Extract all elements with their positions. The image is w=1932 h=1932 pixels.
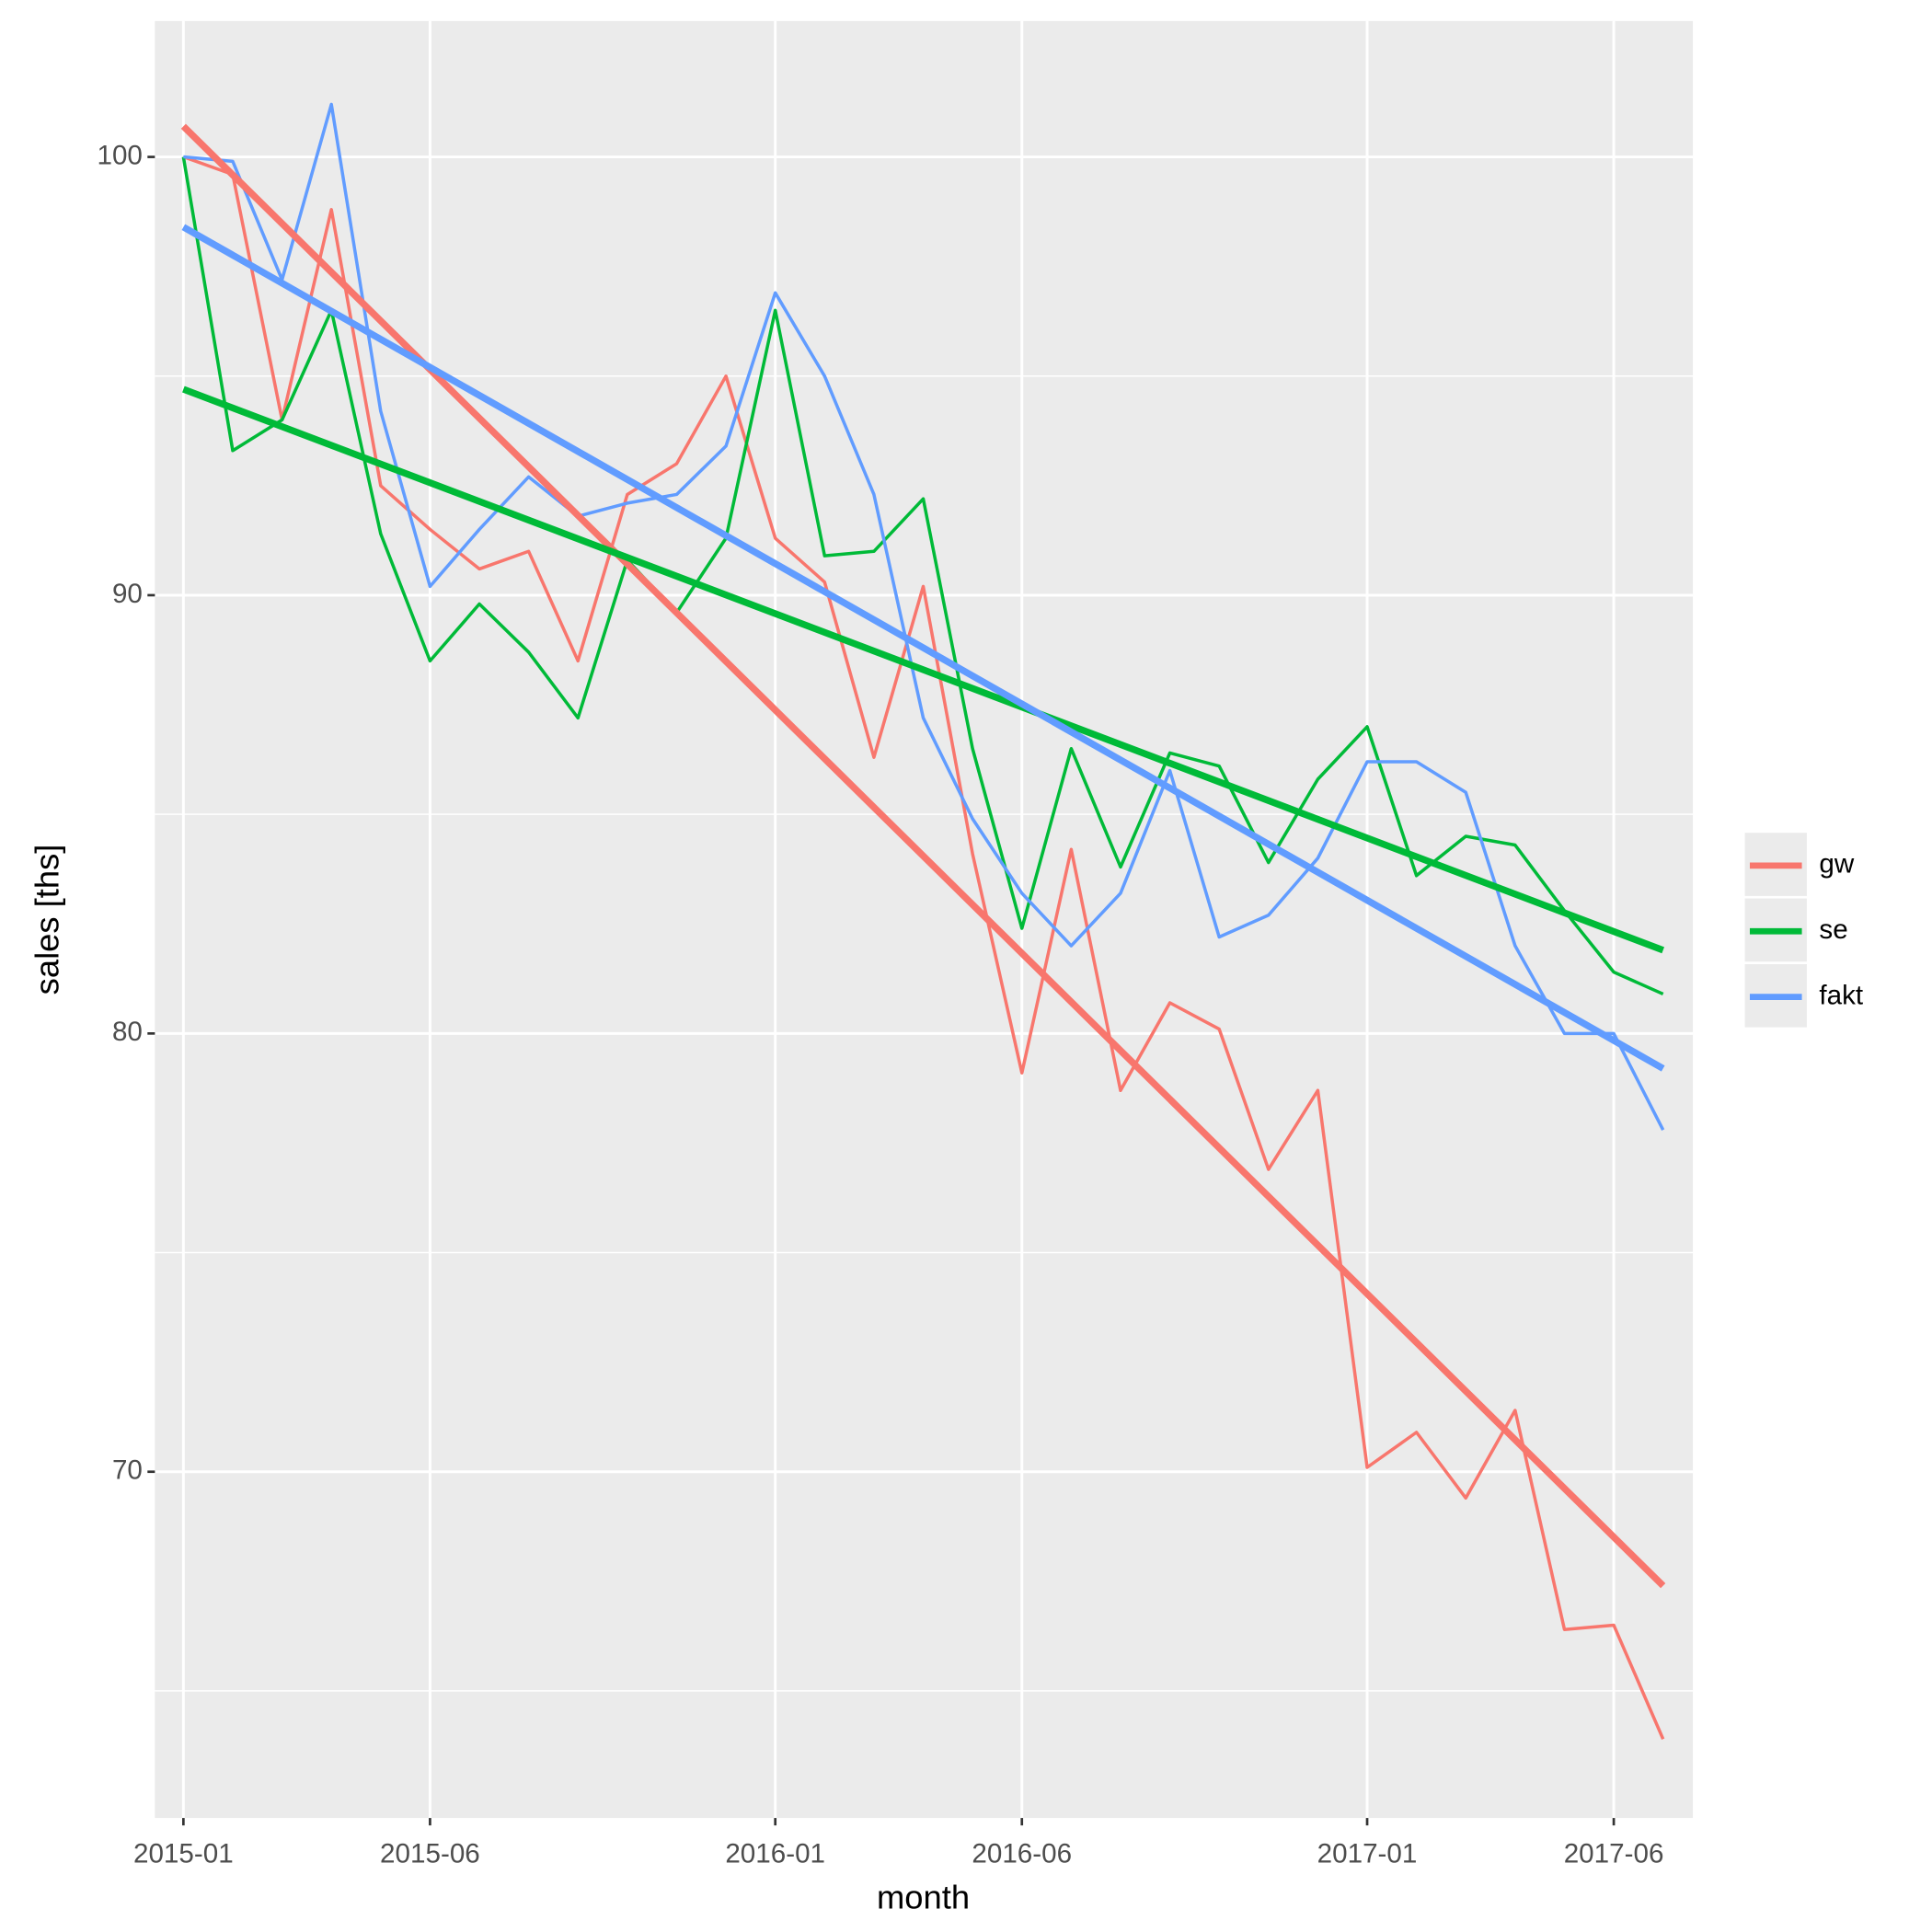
y-tick-label: 100	[97, 140, 142, 170]
y-axis-title: sales [ths]	[28, 845, 65, 995]
x-tick-label: 2016-01	[725, 1838, 825, 1869]
x-tick-label: 2017-01	[1317, 1838, 1418, 1869]
trend-line	[182, 385, 1665, 954]
series-line	[181, 156, 1664, 996]
trend-line	[181, 224, 1665, 1072]
legend-label: fakt	[1819, 981, 1864, 1011]
legend-label: gw	[1819, 849, 1854, 880]
y-tick-label: 70	[112, 1455, 143, 1486]
x-tick-label: 2015-06	[380, 1838, 480, 1869]
x-axis-title: month	[877, 1879, 970, 1916]
legend-label: se	[1819, 914, 1847, 945]
series-line	[183, 102, 1665, 1132]
x-tick-label: 2017-06	[1564, 1838, 1664, 1869]
series-line	[182, 155, 1665, 1740]
x-tick-label: 2015-01	[133, 1838, 234, 1869]
y-tick-label: 90	[112, 579, 143, 609]
panel	[155, 20, 1694, 1819]
x-tick-label: 2016-06	[972, 1838, 1072, 1869]
y-tick-label: 80	[112, 1017, 143, 1047]
